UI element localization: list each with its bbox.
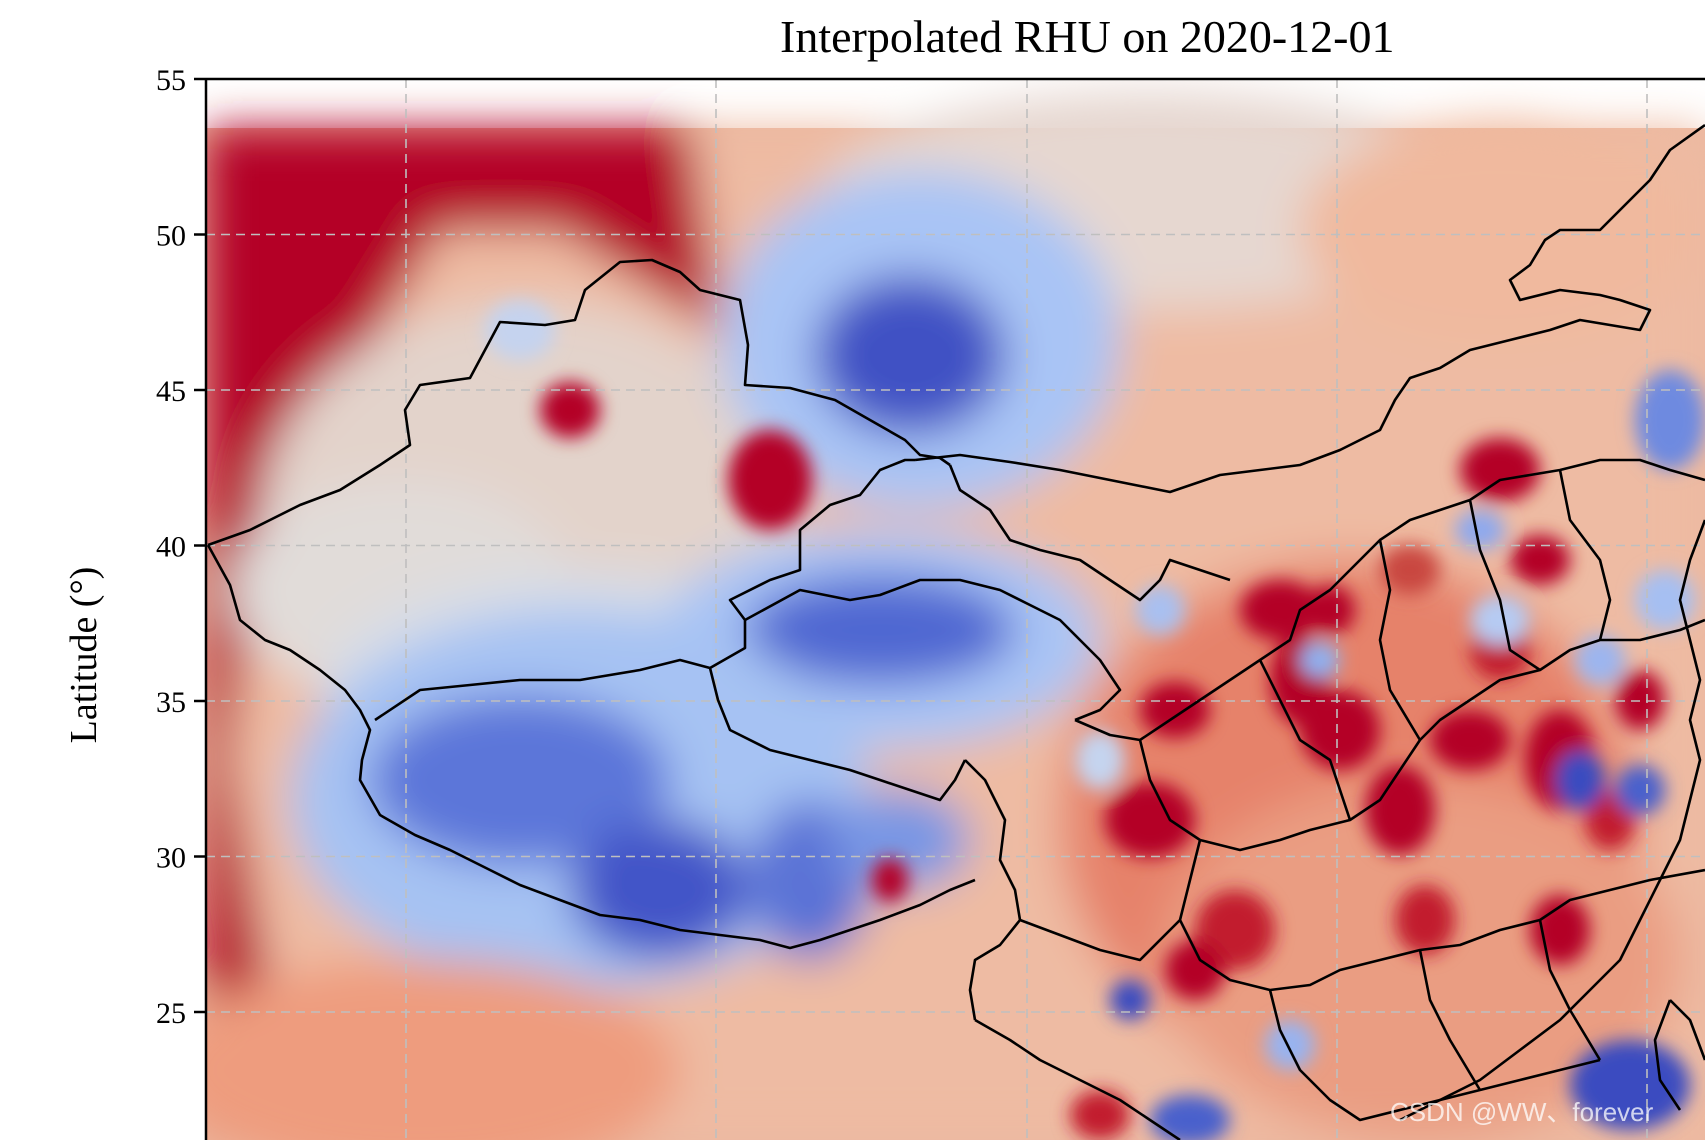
y-tick-label-35: 35	[156, 686, 186, 719]
east-coastline	[1399, 519, 1705, 1122]
china-north-border	[914, 123, 1705, 494]
y-tick-label-50: 50	[156, 220, 186, 253]
y-axis-ticks: 55 50 45 40 35 30 25	[156, 64, 206, 1030]
east-province-mesh	[974, 458, 1705, 1140]
gansu-neimenggu-boundary	[948, 464, 1231, 602]
china-west-border	[206, 544, 976, 950]
qinghai-tibet-boundary	[708, 667, 967, 802]
china-northwest-border	[207, 258, 951, 547]
y-tick-label-55: 55	[156, 64, 186, 97]
y-tick-label-40: 40	[156, 531, 186, 564]
y-tick-label-30: 30	[156, 842, 186, 875]
y-tick-label-25: 25	[156, 997, 186, 1030]
rhu-field	[206, 90, 1705, 1140]
y-tick-label-45: 45	[156, 375, 186, 408]
xinjiang-tibet-boundary	[374, 658, 711, 722]
tibet-sichuan-boundary	[964, 759, 1022, 1021]
xinjiang-gansu-boundary	[709, 458, 915, 670]
watermark: CSDN @WW、forever	[1390, 1097, 1654, 1127]
plot-area	[206, 79, 1705, 1140]
province-boundaries	[206, 123, 1705, 1140]
gridlines	[206, 79, 1705, 1140]
map-title: Interpolated RHU on 2020-12-01	[780, 11, 1395, 62]
taiwan-island	[1653, 999, 1705, 1111]
qinghai-gansu-boundary	[744, 578, 1122, 722]
